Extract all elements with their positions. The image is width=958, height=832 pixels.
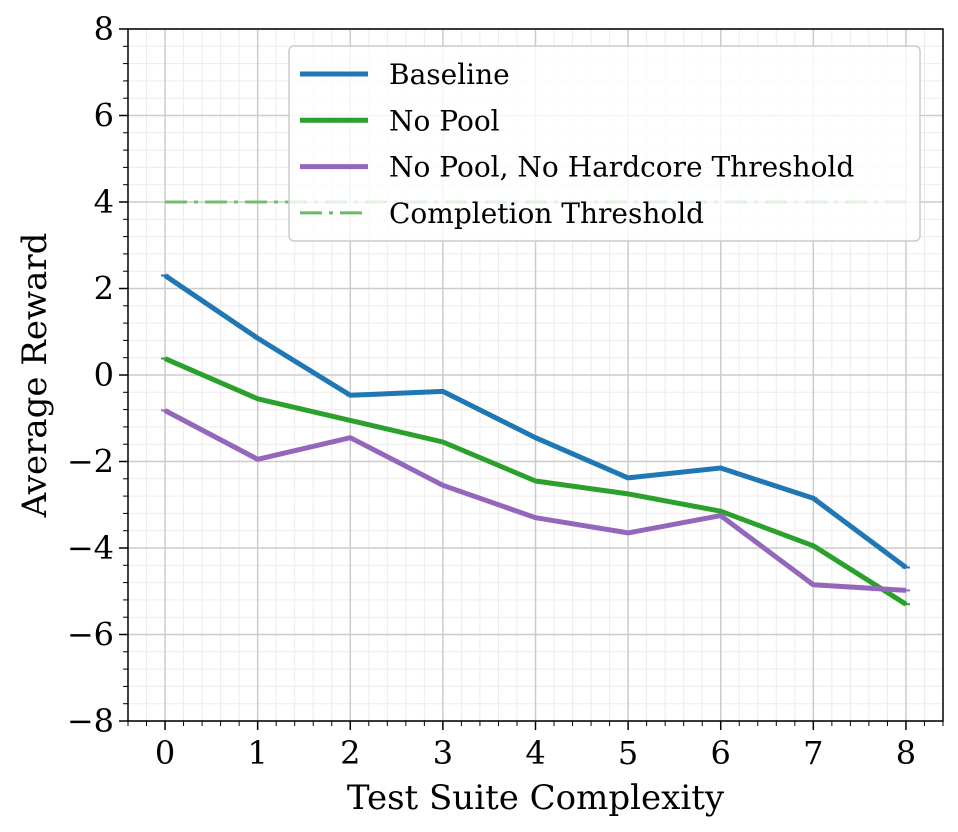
legend-label: No Pool: [389, 104, 500, 137]
x-tick-label: 2: [340, 734, 360, 772]
x-tick-label: 8: [896, 734, 916, 772]
legend-label: Baseline: [389, 58, 510, 91]
legend-label: Completion Threshold: [389, 197, 704, 230]
y-tick-label: −4: [67, 529, 114, 567]
y-tick-label: 6: [94, 97, 114, 135]
ticks-layer: [119, 28, 944, 730]
y-tick-label: −8: [67, 702, 114, 740]
x-tick-label: 6: [711, 734, 731, 772]
x-tick-label: 3: [433, 734, 453, 772]
x-tick-label: 4: [525, 734, 545, 772]
y-axis-label: Average Reward: [15, 233, 55, 519]
x-axis-label: Test Suite Complexity: [347, 778, 725, 818]
x-tick-label: 0: [155, 734, 175, 772]
y-tick-label: 4: [94, 183, 114, 221]
legend: Baseline No Pool No Pool, No Hardcore Thre…: [288, 45, 921, 242]
legend-box: [288, 45, 921, 242]
y-tick-label: 0: [94, 356, 114, 394]
x-tick-label: 1: [247, 734, 267, 772]
y-tick-label: −6: [67, 616, 114, 654]
x-tick-label: 5: [618, 734, 638, 772]
y-tick-label: −2: [67, 443, 114, 481]
x-tick-label: 7: [803, 734, 823, 772]
y-tick-label: 8: [94, 10, 114, 48]
y-tick-label: 2: [94, 270, 114, 308]
legend-label: No Pool, No Hardcore Threshold: [389, 151, 854, 184]
tick-labels: 0 1 2 3 4 5 6 7 8 −8 −6 −4 −2 0 2 4 6 8: [67, 10, 916, 772]
